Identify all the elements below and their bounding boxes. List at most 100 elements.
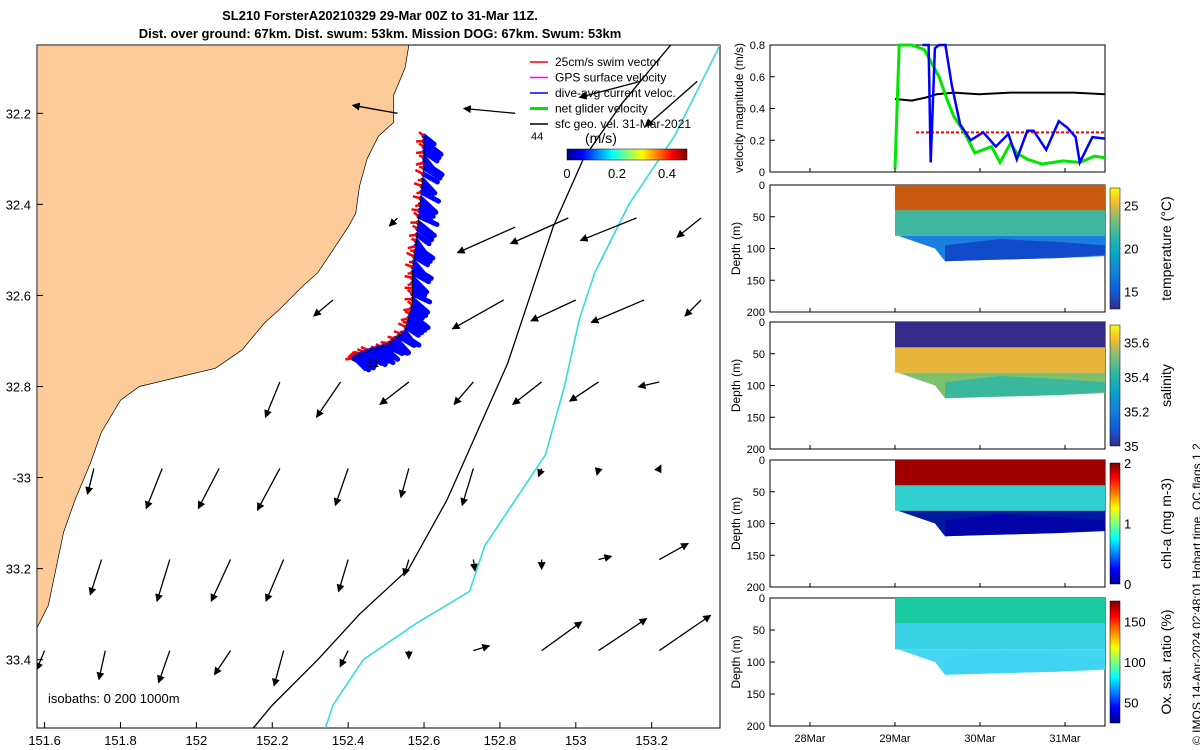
section-1-cb-tick-3: 35.6 xyxy=(1124,335,1149,350)
sfc-vector-6 xyxy=(509,217,569,245)
section-2-layer-mid xyxy=(895,485,1105,511)
time-axis-ticks: 28Mar 29Mar 30Mar 31Mar xyxy=(794,168,1081,745)
section-0-ytick-label-2: 100 xyxy=(747,244,765,256)
speed-frame xyxy=(769,44,1106,173)
sfc-vector-33 xyxy=(210,559,232,603)
swim-vector-6 xyxy=(418,165,425,170)
swim-vector-3 xyxy=(415,150,425,155)
dive-avg-vector-14 xyxy=(416,214,440,228)
dive-avg-vector-52 xyxy=(360,350,380,365)
speed-ytick-label-2: 0.4 xyxy=(750,104,765,116)
section-1-cb-tick-1: 35.2 xyxy=(1124,404,1149,419)
dive-avg-vector-25 xyxy=(410,275,430,295)
section-3-ytick-label-3: 150 xyxy=(747,689,765,701)
sfc-vector-18 xyxy=(512,381,543,405)
sfc-vector-30 xyxy=(654,464,662,474)
section-0-ytick-label-4: 200 xyxy=(747,307,765,319)
map-xtick-label-2: 152 xyxy=(186,733,208,748)
section-1-ytick-label-4: 200 xyxy=(747,444,765,456)
sfc-vector-9 xyxy=(312,299,334,317)
sfc-vector-26 xyxy=(398,468,410,499)
sfc-vector-19 xyxy=(568,381,599,402)
speed-colorbar-ticks: 0 0.2 0.4 xyxy=(563,166,676,181)
sfc-vector-31 xyxy=(88,559,103,596)
sfc-vector-16 xyxy=(379,381,410,405)
track-line xyxy=(351,136,425,360)
map-ytick-label-3: 32.8 xyxy=(6,380,31,395)
sfc-vector-43 xyxy=(157,650,171,684)
section-2-cb-tick-0: 0 xyxy=(1124,577,1131,592)
dive-avg-vector-30 xyxy=(410,302,429,319)
section-1-layer-top xyxy=(895,322,1105,348)
section-0-cb-tick-1: 20 xyxy=(1124,242,1138,257)
speed-y-ticks: 0 0.2 0.4 0.6 0.8 xyxy=(750,40,775,179)
swim-vector-37 xyxy=(393,329,403,336)
section-2-cb-tick-2: 2 xyxy=(1124,456,1131,471)
section-0-cb-label: temperature (°C) xyxy=(1158,196,1174,300)
dive-avg-vector-34 xyxy=(405,320,425,336)
section-0-layer-mid xyxy=(895,210,1105,236)
swim-vector-19 xyxy=(407,244,417,250)
map-xtick-label-8: 153.2 xyxy=(635,733,668,748)
section-1-layer-bottom xyxy=(945,375,1105,399)
dive-avg-vector-5 xyxy=(421,160,445,178)
section-3-ytick-label-2: 100 xyxy=(747,657,765,669)
sfc-vector-13 xyxy=(684,299,702,317)
swim-vector-0 xyxy=(418,131,425,138)
swim-vector-5 xyxy=(415,161,425,166)
dive-avg-vector-29 xyxy=(410,296,431,315)
dive-avg-vector-0 xyxy=(421,133,437,147)
sfc-vector-0 xyxy=(351,102,398,114)
section-3-ytick-label-4: 200 xyxy=(747,721,765,733)
isobaths-label: isobaths: 0 200 1000m xyxy=(48,691,180,706)
cb-tick-label-0: 0 xyxy=(563,166,570,181)
sfc-vector-23 xyxy=(197,468,220,510)
swim-vector-4 xyxy=(418,154,425,159)
sfc-vector-29 xyxy=(594,467,603,476)
map-xtick-label-0: 151.6 xyxy=(28,733,61,748)
swim-vector-23 xyxy=(404,263,414,269)
swim-vector-20 xyxy=(409,249,416,253)
colorbar-unit: (m/s) xyxy=(585,130,617,146)
sfc-vector-10 xyxy=(451,299,505,330)
section-2-cb-label: chl-a (mg m-3) xyxy=(1158,478,1174,569)
section-0-cb-tick-2: 25 xyxy=(1124,198,1138,213)
map-ytick-label-5: 33.2 xyxy=(6,562,31,577)
dive-avg-vector-59 xyxy=(350,355,374,370)
section-1-colorbar xyxy=(1109,324,1121,447)
section-0-ytick-label-1: 50 xyxy=(753,212,765,224)
section-2-colorbar xyxy=(1109,462,1121,585)
section-2-cb-tick-1: 1 xyxy=(1124,517,1131,532)
speed-series-green xyxy=(893,43,1106,169)
section-3-cb-label: Ox. sat. ratio (%) xyxy=(1158,609,1174,714)
dive-avg-vector-15 xyxy=(415,220,437,239)
section-0-layer-top xyxy=(895,185,1105,211)
map-x-ticks: 151.6 151.8 152 152.2 152.4 152.6 152.8 153 153.… xyxy=(28,722,668,748)
sfc-vector-14 xyxy=(264,381,281,419)
map-panel: 151.6 151.8 152 152.2 152.4 152.6 152.8 153 153.… xyxy=(6,44,721,748)
section-1-cb-label: salinity xyxy=(1158,364,1174,407)
dive-avg-vector-41 xyxy=(386,340,410,356)
time-tick-label-0: 28Mar xyxy=(794,733,826,745)
sfc-vector-50 xyxy=(598,618,648,652)
time-tick-label-1: 29Mar xyxy=(879,733,911,745)
section-0-ytick-label-0: 0 xyxy=(759,180,765,192)
swim-vector-7 xyxy=(414,168,424,176)
cb-tick-label-1: 0.2 xyxy=(608,166,626,181)
section-3-ytick-label-1: 50 xyxy=(753,625,765,637)
sfc-vector-48 xyxy=(473,643,491,652)
swim-vector-28 xyxy=(406,288,414,295)
swim-vector-13 xyxy=(411,208,420,212)
sfc-vector-17 xyxy=(453,381,474,406)
swim-vector-14 xyxy=(413,211,420,218)
speed-series-blue xyxy=(922,43,1106,167)
dive-avg-vector-8 xyxy=(420,177,438,196)
section-0-layer-bottom xyxy=(945,238,1105,262)
legend-label-1: GPS surface velocity xyxy=(555,71,666,85)
speed-ytick-label-1: 0.2 xyxy=(750,135,765,147)
section-2-ylabel: Depth (m) xyxy=(729,497,743,550)
section-2-ytick-label-4: 200 xyxy=(747,582,765,594)
time-tick-label-3: 31Mar xyxy=(1049,733,1081,745)
section-1-ytick-label-3: 150 xyxy=(747,412,765,424)
